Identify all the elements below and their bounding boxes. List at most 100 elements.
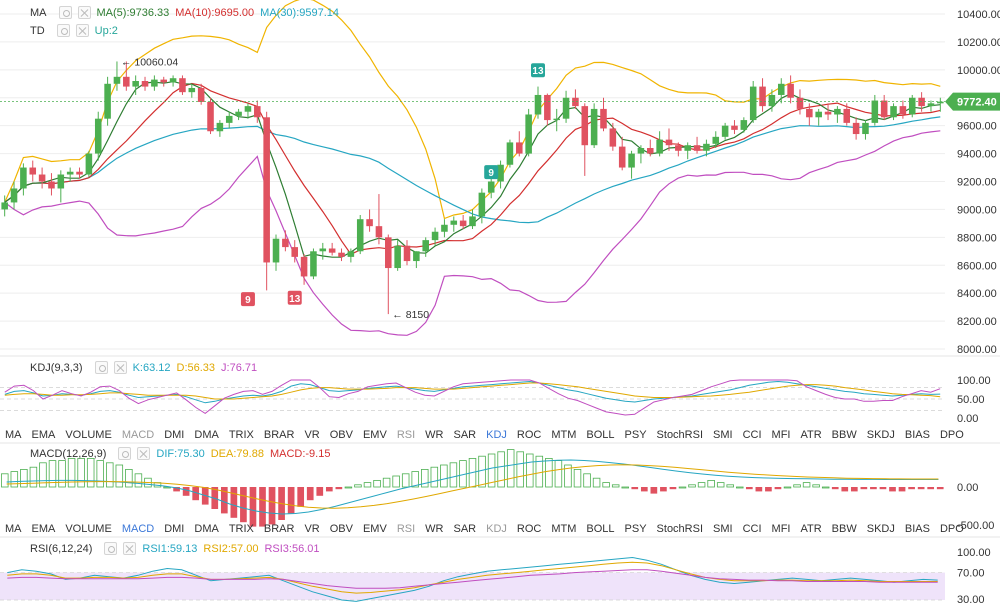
tab1-bias[interactable]: BIAS — [904, 429, 930, 441]
tab2-kdj[interactable]: KDJ — [486, 523, 507, 535]
tab1-bbw[interactable]: BBW — [831, 429, 857, 441]
tab1-kdj[interactable]: KDJ — [486, 429, 507, 441]
tab2-psy[interactable]: PSY — [624, 523, 647, 535]
candle — [553, 118, 560, 121]
tab2-mtm[interactable]: MTM — [551, 523, 577, 535]
tab1-obv[interactable]: OBV — [329, 429, 353, 441]
tab1-rsi[interactable]: RSI — [396, 429, 416, 441]
candle — [132, 81, 139, 87]
settings-icon[interactable] — [118, 447, 132, 460]
settings-icon[interactable] — [56, 24, 70, 37]
candle — [263, 117, 270, 263]
macd-bar — [354, 484, 362, 488]
tab1-mfi[interactable]: MFI — [771, 429, 791, 441]
macd-bar — [497, 451, 505, 488]
close-icon[interactable] — [137, 447, 151, 460]
tab2-emv[interactable]: EMV — [362, 523, 387, 535]
tab2-dma[interactable]: DMA — [194, 523, 219, 535]
tab2-cci[interactable]: CCI — [742, 523, 762, 535]
macd-bar — [173, 487, 180, 492]
tab2-dmi[interactable]: DMI — [164, 523, 185, 535]
tab1-stochrsi[interactable]: StochRSI — [656, 429, 704, 441]
tab1-volume[interactable]: VOLUME — [65, 429, 112, 441]
macd-bar — [707, 479, 715, 488]
candle — [506, 142, 514, 165]
tab1-ema[interactable]: EMA — [31, 429, 56, 441]
tab2-smi[interactable]: SMI — [713, 523, 733, 535]
tab2-boll[interactable]: BOLL — [586, 523, 615, 535]
y-tick-label: 8600.00 — [957, 260, 997, 272]
tab2-skdj[interactable]: SKDJ — [866, 523, 895, 535]
tab1-brar[interactable]: BRAR — [263, 429, 295, 441]
kdj-d-line — [4, 382, 941, 400]
tab1-dma[interactable]: DMA — [194, 429, 219, 441]
legend-rsi-name: RSI(6,12,24) — [30, 542, 93, 555]
macd-bar — [831, 487, 839, 490]
tab1-smi[interactable]: SMI — [713, 429, 733, 441]
tab2-dpo[interactable]: DPO — [939, 523, 964, 535]
tab1-boll[interactable]: BOLL — [586, 429, 615, 441]
tab1-wr[interactable]: WR — [425, 429, 444, 441]
tab1-mtm[interactable]: MTM — [551, 429, 577, 441]
settings-icon[interactable] — [104, 542, 118, 555]
macd-bar — [554, 460, 563, 488]
high-annotation: ← 10060.04 — [121, 56, 178, 68]
tab2-brar[interactable]: BRAR — [263, 523, 295, 535]
close-icon[interactable] — [75, 24, 89, 37]
tab1-roc[interactable]: ROC — [516, 429, 542, 441]
settings-icon[interactable] — [94, 361, 108, 374]
tab2-ema[interactable]: EMA — [31, 523, 56, 535]
tab1-dmi[interactable]: DMI — [164, 429, 185, 441]
macd-bar — [268, 487, 276, 525]
close-icon[interactable] — [77, 6, 91, 19]
tab1-macd[interactable]: MACD — [121, 429, 155, 441]
tab1-cci[interactable]: CCI — [742, 429, 762, 441]
tab2-macd[interactable]: MACD — [121, 523, 155, 535]
tab1-trix[interactable]: TRIX — [228, 429, 254, 441]
macd-bar — [401, 473, 410, 488]
tab2-roc[interactable]: ROC — [516, 523, 542, 535]
legend-rsi-item-2: RSI3:56.01 — [264, 542, 320, 555]
rsi-y-tick-label: 70.00 — [957, 568, 985, 580]
kdj-y-tick-label: 100.00 — [957, 375, 991, 387]
tab2-volume[interactable]: VOLUME — [65, 523, 112, 535]
tab2-stochrsi[interactable]: StochRSI — [656, 523, 704, 535]
tab1-vr[interactable]: VR — [304, 429, 320, 441]
rsi-rsi3-line — [7, 569, 938, 589]
macd-bar — [736, 486, 744, 489]
tab2-vr[interactable]: VR — [304, 523, 320, 535]
tab2-bbw[interactable]: BBW — [831, 523, 857, 535]
tab1-skdj[interactable]: SKDJ — [866, 429, 895, 441]
tab1-emv[interactable]: EMV — [362, 429, 387, 441]
kdj-y-tick-label: 0.00 — [957, 413, 978, 425]
tab2-trix[interactable]: TRIX — [228, 523, 254, 535]
tab1-psy[interactable]: PSY — [624, 429, 647, 441]
close-icon[interactable] — [113, 361, 127, 374]
close-icon[interactable] — [123, 542, 137, 555]
tab1-dpo[interactable]: DPO — [939, 429, 964, 441]
tab2-ma[interactable]: MA — [5, 523, 22, 535]
tab2-mfi[interactable]: MFI — [771, 523, 791, 535]
tab2-obv[interactable]: OBV — [329, 523, 353, 535]
settings-icon[interactable] — [58, 6, 72, 19]
candle — [66, 171, 74, 175]
macd-bar — [230, 487, 238, 518]
tab1-sar[interactable]: SAR — [453, 429, 477, 441]
candle — [356, 219, 364, 252]
candle — [637, 148, 645, 154]
tab1-ma[interactable]: MA — [5, 429, 22, 441]
legend-macd-name: MACD(12,26,9) — [30, 447, 107, 460]
tab2-rsi[interactable]: RSI — [396, 523, 416, 535]
tab2-sar[interactable]: SAR — [453, 523, 477, 535]
tab2-wr[interactable]: WR — [425, 523, 444, 535]
macd-bar — [115, 464, 124, 488]
legend-td-item-0: Up:2 — [94, 24, 118, 37]
macd-bar — [344, 486, 353, 489]
y-tick-label: 9400.00 — [957, 149, 997, 161]
macd-bar — [821, 486, 830, 489]
tab1-atr[interactable]: ATR — [800, 429, 822, 441]
tab2-bias[interactable]: BIAS — [904, 523, 930, 535]
tab2-atr[interactable]: ATR — [800, 523, 822, 535]
candle — [777, 83, 785, 95]
